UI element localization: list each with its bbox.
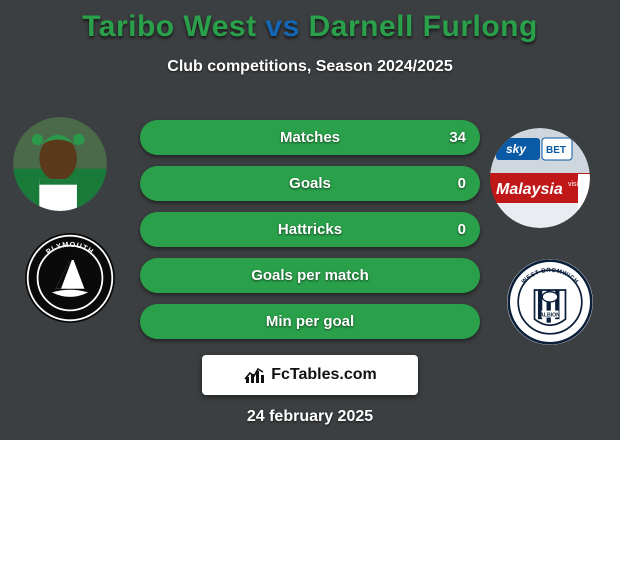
- player1-club-crest: PLYMOUTH: [25, 233, 115, 323]
- stat-bar: Matches 34: [140, 120, 480, 155]
- stat-bar: Goals per match: [140, 258, 480, 293]
- stat-bars: Matches 34 Goals 0 Hattricks 0 Goals per match…: [140, 120, 480, 350]
- player1-portrait: [13, 117, 107, 211]
- player1-crest-svg: PLYMOUTH: [25, 233, 115, 323]
- page-title: Taribo West vs Darnell Furlong: [0, 0, 620, 44]
- stat-bar-value: 0: [458, 175, 466, 192]
- player2-club-crest: ALBION WEST BROMWICH: [507, 259, 593, 345]
- stat-bar-label: Hattricks: [278, 221, 342, 238]
- subtitle: Club competitions, Season 2024/2025: [0, 58, 620, 76]
- stat-bar-label: Goals per match: [251, 267, 369, 284]
- stat-bar-label: Min per goal: [266, 313, 354, 330]
- player1-name: Taribo West: [82, 10, 256, 43]
- player1-portrait-svg: [13, 117, 107, 211]
- stat-bar-value: 34: [449, 129, 466, 146]
- date-text: 24 february 2025: [0, 408, 620, 426]
- player2-name: Darnell Furlong: [309, 10, 538, 43]
- stat-bar-label: Goals: [289, 175, 331, 192]
- stat-bar-value: 0: [458, 221, 466, 238]
- bet-text: BET: [546, 145, 566, 156]
- crest-right-word: ALBION: [540, 313, 560, 319]
- malaysia-text: Malaysia: [496, 181, 563, 198]
- vs-word: vs: [265, 10, 299, 43]
- stat-bar-label: Matches: [280, 129, 340, 146]
- chart-icon: [243, 365, 265, 385]
- brand-text: FcTables.com: [271, 366, 377, 384]
- player2-portrait: sky BET visit Malaysia: [490, 128, 590, 228]
- stat-bar: Min per goal: [140, 304, 480, 339]
- sky-text: sky: [506, 142, 527, 156]
- stat-bar: Hattricks 0: [140, 212, 480, 247]
- stat-bar: Goals 0: [140, 166, 480, 201]
- player2-portrait-svg: sky BET visit Malaysia: [490, 128, 590, 228]
- comparison-card: Taribo West vs Darnell Furlong Club comp…: [0, 0, 620, 440]
- brand-box: FcTables.com: [202, 355, 418, 395]
- player2-crest-svg: ALBION WEST BROMWICH: [507, 259, 593, 345]
